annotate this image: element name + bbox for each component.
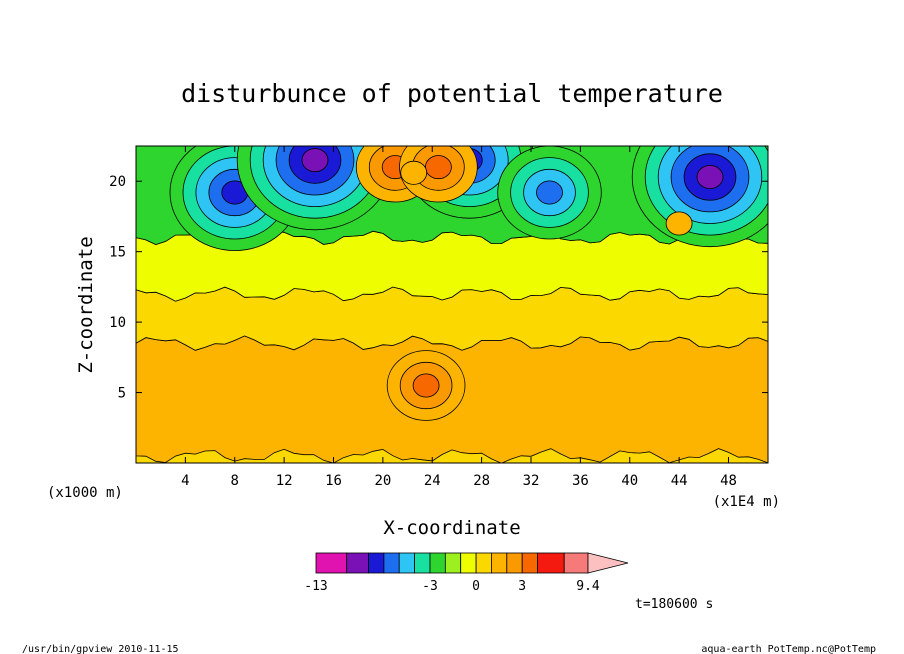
footer-right: aqua-earth_PotTemp.nc@PotTemp (701, 644, 876, 654)
field-contour (665, 211, 693, 236)
x-tick-label: 12 (276, 473, 293, 489)
colorbar-label: 9.4 (576, 579, 600, 594)
x-axis: 4 8 12 16 20 24 28 32 36 40 44 48 (181, 146, 737, 489)
y-axis: 5 10 15 20 (109, 174, 768, 402)
colorbar-bin (315, 552, 348, 574)
x-tick-label: 4 (181, 473, 189, 489)
x-tick-label: 20 (374, 473, 391, 489)
colorbar-bin (383, 552, 400, 574)
plot-area (136, 146, 768, 463)
colorbar-bin (537, 552, 565, 574)
x-tick-label: 32 (523, 473, 540, 489)
plot-frame (135, 145, 769, 464)
x-axis-label: X-coordinate (383, 517, 520, 539)
x-tick-label: 28 (473, 473, 490, 489)
x-tick-label: 8 (231, 473, 239, 489)
field-contour (301, 148, 329, 173)
colorbar-bin (346, 552, 369, 574)
colorbar-bin (521, 552, 539, 574)
y-tick-label: 20 (109, 174, 126, 190)
colorbar-bin (506, 552, 523, 574)
colorbar-bin (429, 552, 446, 574)
colorbar-bin (490, 552, 508, 574)
time-label: t=180600 s (635, 597, 713, 612)
x-unit-label: (x1E4 m) (713, 494, 780, 510)
x-tick-label: 48 (720, 473, 737, 489)
y-tick-label: 5 (118, 386, 126, 402)
x-tick-label: 24 (424, 473, 441, 489)
field-contour (424, 155, 452, 180)
colorbar-bin (368, 552, 385, 574)
colorbar-bin (398, 552, 416, 574)
y-axis-label: Z-coordinate (75, 236, 97, 373)
footer-left: /usr/bin/gpview 2010-11-15 (22, 644, 179, 654)
colorbar-label: -3 (422, 579, 438, 594)
field-contour (412, 373, 440, 398)
y-unit-label: (x1000 m) (47, 485, 123, 501)
field-contour (536, 180, 563, 205)
colorbar-tip (587, 552, 629, 574)
x-tick-label: 36 (572, 473, 589, 489)
colorbar: -13 -3 0 3 9.4 (304, 552, 629, 594)
colorbar-bin (563, 552, 589, 574)
colorbar-label: 3 (518, 579, 526, 594)
colorbar-bin (475, 552, 492, 574)
colorbar-label: 0 (472, 579, 480, 594)
colorbar-bin (460, 552, 477, 574)
x-tick-label: 40 (621, 473, 638, 489)
field-contour (696, 164, 724, 189)
x-tick-label: 44 (671, 473, 688, 489)
field-contour (400, 160, 428, 185)
colorbar-bin (414, 552, 431, 574)
y-tick-label: 15 (109, 245, 126, 261)
y-tick-label: 10 (109, 315, 126, 331)
x-tick-label: 16 (325, 473, 342, 489)
colorbar-label: -13 (304, 579, 327, 594)
chart-title: disturbunce of potential temperature (181, 79, 723, 108)
colorbar-bin (444, 552, 462, 574)
